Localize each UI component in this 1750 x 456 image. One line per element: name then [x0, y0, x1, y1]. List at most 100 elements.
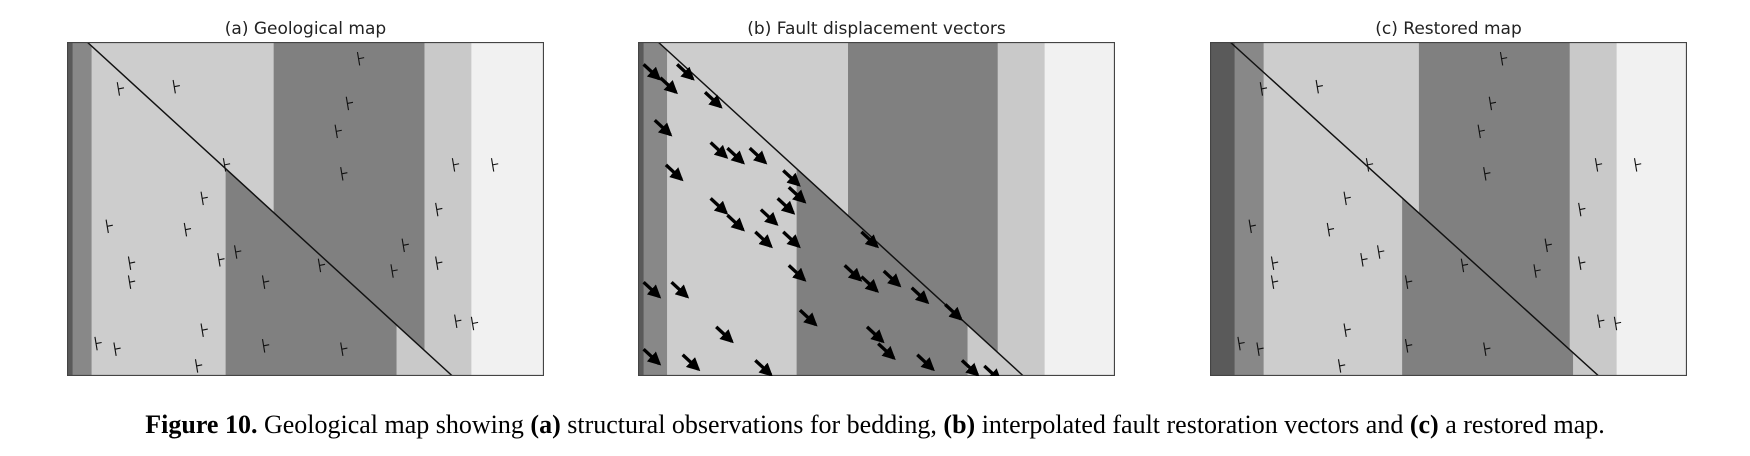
dip — [319, 263, 326, 266]
dip — [1272, 261, 1279, 264]
rock-unit — [424, 42, 472, 376]
dip — [1406, 280, 1413, 283]
vector — [782, 230, 801, 249]
strike — [127, 275, 132, 289]
vector — [748, 146, 768, 165]
vector — [983, 364, 1002, 376]
vector — [659, 76, 678, 95]
dip — [1579, 207, 1586, 211]
strike — [1248, 219, 1252, 234]
rock-unit — [1210, 42, 1236, 376]
strike — [1544, 238, 1548, 253]
dip — [129, 261, 136, 264]
frame — [67, 42, 544, 376]
vector — [860, 230, 880, 249]
strike — [261, 339, 266, 353]
vector — [653, 118, 673, 137]
strike — [127, 256, 132, 270]
dip — [118, 87, 125, 90]
frame — [1210, 42, 1687, 376]
dip — [224, 163, 231, 166]
dip — [1546, 243, 1552, 246]
strike — [1315, 79, 1319, 94]
fault — [86, 42, 453, 376]
dip — [1345, 196, 1351, 199]
dip — [341, 347, 348, 350]
vector — [944, 303, 963, 321]
dip — [1579, 261, 1586, 264]
vector — [960, 359, 980, 376]
dip — [196, 364, 203, 367]
dip — [1272, 280, 1279, 283]
caption-text: interpolated fault restoration vectors a… — [975, 410, 1410, 439]
strike — [1360, 253, 1364, 267]
strike — [116, 82, 121, 96]
dip — [202, 328, 208, 331]
dip — [472, 321, 479, 325]
vector — [759, 208, 779, 226]
dip — [1367, 163, 1374, 166]
vector — [860, 275, 880, 293]
vector — [726, 146, 745, 165]
caption-text: (c) — [1409, 410, 1439, 439]
strike — [1343, 191, 1347, 206]
rock-unit — [1234, 42, 1265, 376]
vector — [882, 269, 902, 288]
caption-text: (b) — [943, 410, 976, 439]
strike — [1270, 256, 1275, 270]
vector — [670, 280, 690, 299]
vector — [910, 286, 930, 305]
dip — [1598, 319, 1605, 322]
rock-unit — [72, 42, 93, 376]
dip — [1250, 224, 1256, 227]
vector — [709, 141, 729, 159]
vector — [798, 308, 818, 327]
caption-text: (a) — [530, 410, 561, 439]
dip — [1406, 344, 1413, 347]
dip — [174, 85, 180, 88]
dip — [1501, 57, 1508, 60]
dip — [263, 280, 270, 283]
dip — [492, 163, 499, 166]
dip — [1339, 364, 1346, 367]
dip — [107, 224, 113, 227]
dip — [1361, 258, 1368, 261]
dip — [1615, 321, 1622, 325]
vector — [664, 163, 684, 182]
dip — [1484, 172, 1491, 175]
dip — [1345, 328, 1351, 331]
vector — [843, 264, 863, 282]
vector — [865, 325, 885, 344]
restored-map — [1210, 42, 1687, 376]
vector — [642, 280, 662, 299]
geological-map — [67, 42, 544, 376]
vector — [787, 264, 807, 282]
dip — [1490, 101, 1497, 104]
dip — [1257, 347, 1264, 350]
vector — [681, 353, 701, 372]
strike — [1270, 275, 1275, 289]
dip — [1462, 263, 1469, 266]
rock-unit — [471, 42, 544, 376]
strike — [94, 336, 98, 351]
vector — [703, 91, 723, 109]
vector — [715, 325, 734, 344]
vector — [754, 359, 773, 376]
dip — [1238, 341, 1245, 345]
strike — [261, 275, 266, 289]
strike — [1343, 323, 1347, 337]
dip — [403, 243, 409, 246]
frame — [638, 42, 1115, 376]
strike — [172, 79, 176, 94]
dip — [185, 228, 192, 231]
dip — [341, 172, 348, 175]
strike — [183, 222, 188, 237]
dip — [235, 250, 242, 253]
vector — [787, 185, 807, 204]
rock-unit — [997, 42, 1046, 376]
vector — [776, 197, 796, 215]
dip — [1635, 163, 1642, 166]
strike — [1365, 158, 1370, 172]
dip — [218, 258, 225, 261]
